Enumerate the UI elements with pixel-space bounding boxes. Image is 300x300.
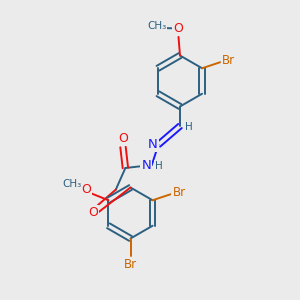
Text: CH₃: CH₃ [62,179,81,189]
Text: O: O [88,206,98,219]
Text: Br: Br [124,257,137,271]
Text: Br: Br [222,54,235,67]
Text: H: H [154,160,162,171]
Text: H: H [184,122,192,132]
Text: O: O [82,183,92,196]
Text: O: O [118,132,128,145]
Text: Br: Br [172,186,185,199]
Text: CH₃: CH₃ [147,21,167,31]
Text: N: N [142,159,151,172]
Text: O: O [173,22,183,35]
Text: N: N [148,137,158,151]
